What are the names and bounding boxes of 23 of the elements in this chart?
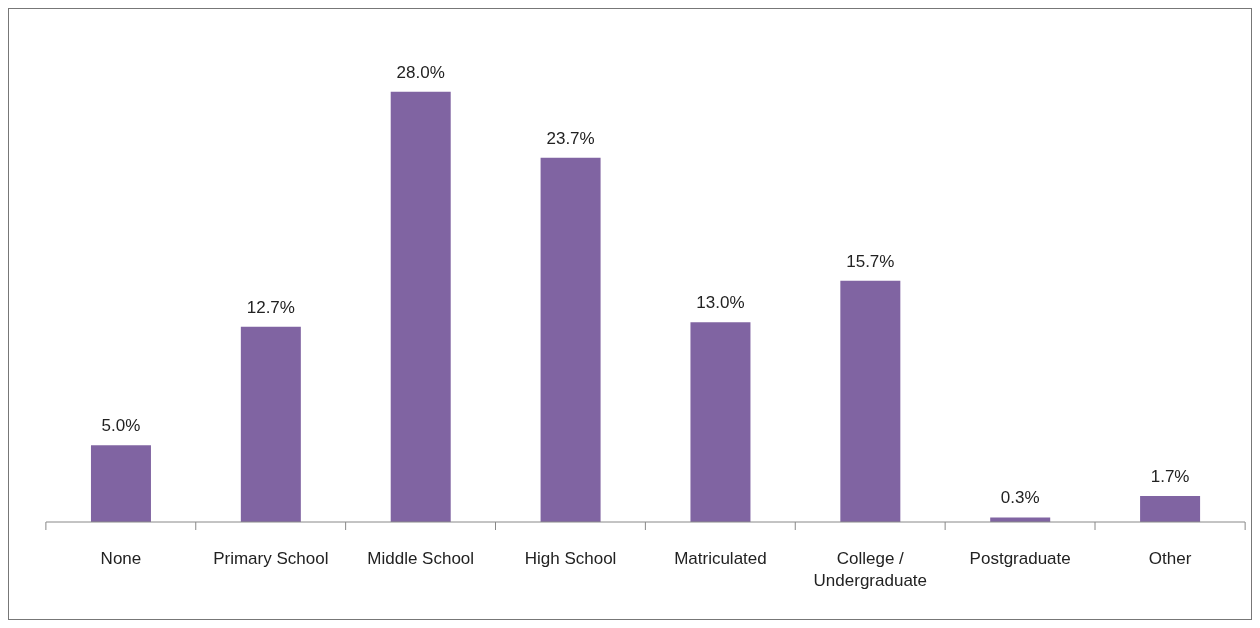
bar	[540, 157, 601, 522]
data-label: 0.3%	[1000, 488, 1040, 508]
x-tick-label: Middle School	[367, 549, 475, 569]
data-label: 1.7%	[1150, 466, 1190, 486]
data-label: 15.7%	[846, 251, 895, 271]
x-tick-label: None	[100, 549, 142, 569]
data-label: 13.0%	[696, 293, 745, 313]
x-tick-label: College / Undergraduate	[813, 549, 928, 591]
bar	[390, 91, 451, 522]
data-label: 12.7%	[246, 297, 295, 317]
x-tick-label: Other	[1148, 549, 1192, 569]
bar	[1140, 495, 1201, 522]
x-tick-label: Postgraduate	[969, 549, 1071, 569]
bar	[240, 326, 301, 522]
data-label: 23.7%	[546, 128, 595, 148]
x-tick-label: High School	[524, 549, 617, 569]
bar	[690, 322, 751, 522]
x-tick-label: Primary School	[213, 549, 329, 569]
data-label: 28.0%	[396, 62, 445, 82]
bar	[840, 280, 901, 522]
data-label: 5.0%	[101, 416, 141, 436]
bar	[90, 445, 151, 522]
x-tick-label: Matriculated	[674, 549, 767, 569]
